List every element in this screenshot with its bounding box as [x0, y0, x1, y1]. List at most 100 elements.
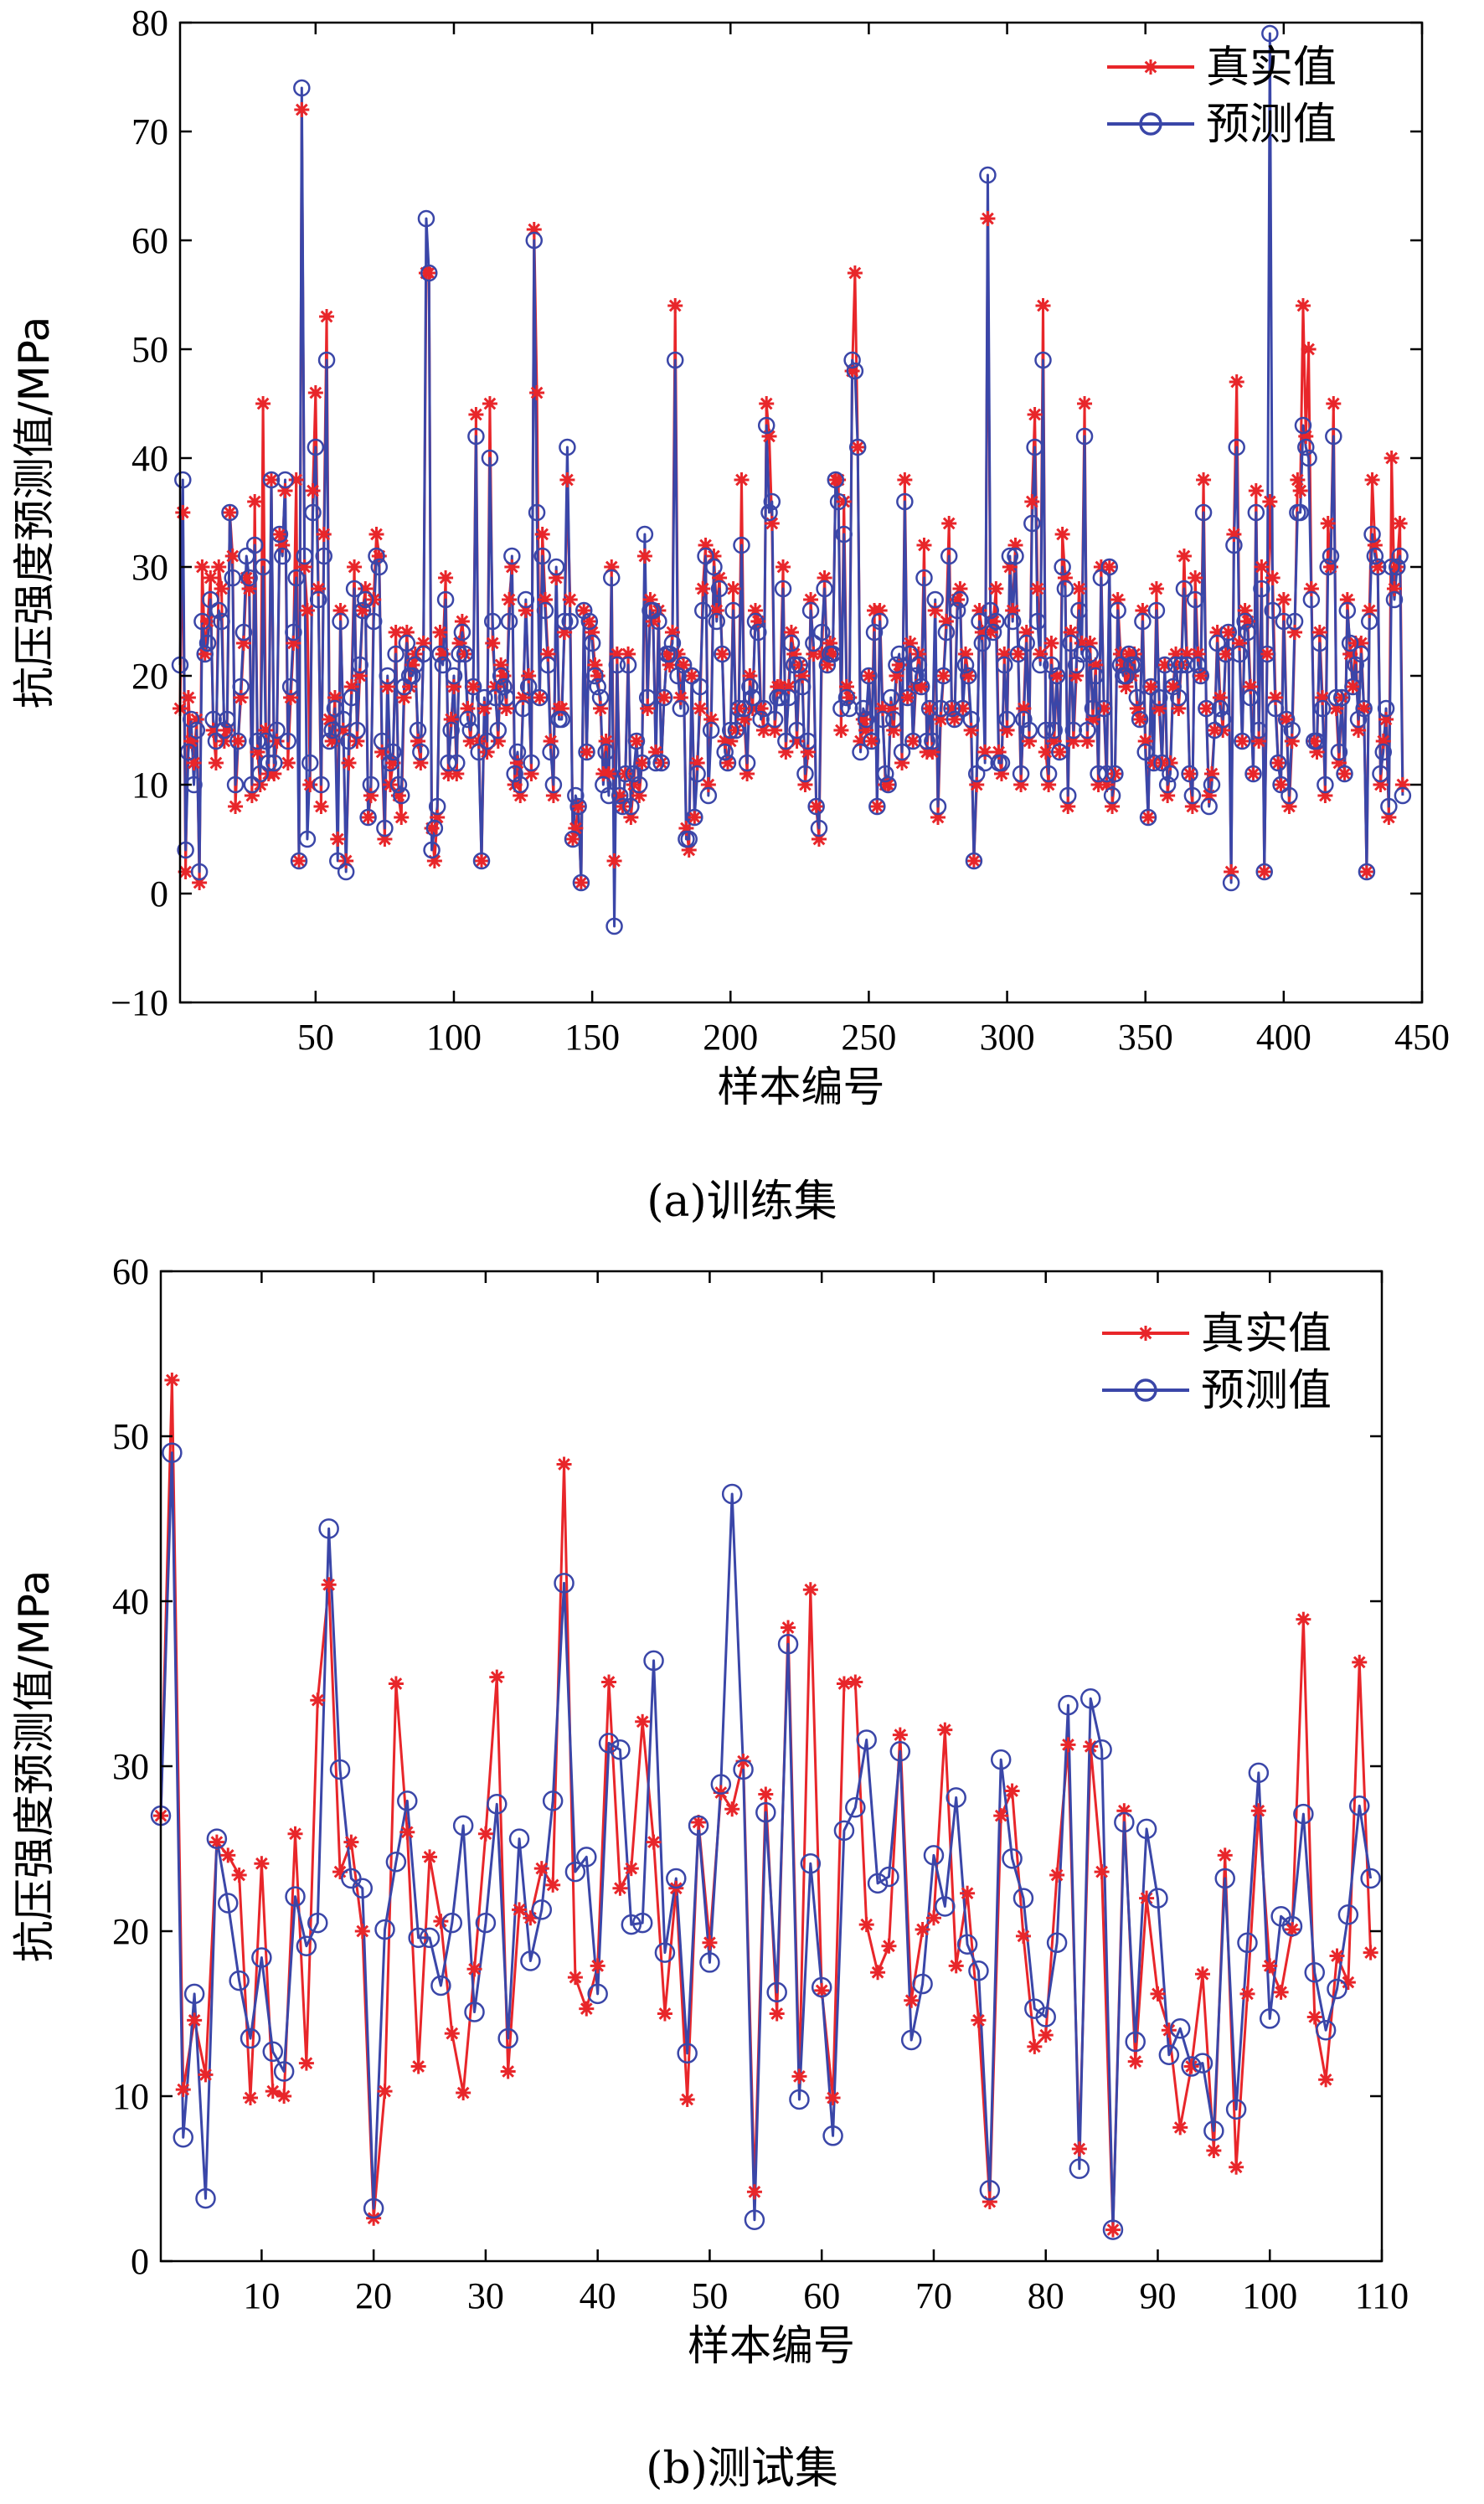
y-axis-title: 抗压强度预测值/MPa [10, 317, 59, 709]
data-point-predicted [1347, 656, 1364, 674]
data-point-predicted [912, 678, 930, 696]
data-point-predicted [1394, 786, 1412, 805]
data-point-predicted [1253, 580, 1270, 598]
data-point-predicted [1039, 765, 1058, 783]
data-point-actual [628, 734, 644, 749]
data-point-actual [1260, 647, 1275, 662]
data-point-predicted [807, 797, 825, 816]
data-point-predicted [1363, 525, 1381, 544]
data-point-predicted [918, 732, 936, 750]
data-point-predicted [317, 351, 336, 369]
data-point-predicted [1304, 1962, 1325, 1983]
data-point-predicted [363, 2197, 384, 2219]
data-point-predicted [576, 1847, 597, 1868]
data-point-predicted [307, 438, 325, 456]
data-point-predicted [262, 471, 281, 489]
data-point-predicted [1178, 656, 1196, 674]
data-point-predicted [843, 351, 861, 369]
data-point-predicted [296, 547, 313, 565]
data-point-predicted [503, 547, 521, 565]
data-point-predicted [177, 841, 194, 859]
data-point-predicted [598, 1733, 620, 1754]
data-point-predicted [633, 754, 651, 772]
data-point-actual [988, 581, 1004, 596]
data-point-predicted [198, 634, 217, 652]
data-point-actual [1256, 864, 1272, 879]
data-point-predicted [693, 601, 712, 620]
data-point-predicted [265, 754, 283, 772]
data-point-predicted [1035, 2007, 1056, 2027]
data-point-predicted [1145, 754, 1162, 772]
data-point-predicted [727, 721, 745, 739]
data-point-predicted [1214, 1868, 1235, 1889]
data-point-predicted [863, 732, 880, 750]
data-point-predicted [1194, 503, 1213, 522]
data-point-predicted [395, 678, 413, 696]
data-point-predicted [996, 656, 1013, 674]
data-point-predicted [722, 721, 739, 739]
data-point-predicted [893, 743, 911, 761]
data-point-actual [1101, 559, 1117, 574]
data-point-actual [679, 2091, 695, 2107]
data-point-predicted [1261, 24, 1279, 43]
data-point-predicted [1062, 634, 1080, 652]
data-point-actual [937, 1722, 953, 1738]
data-point-predicted [279, 732, 297, 750]
data-point-actual [869, 799, 885, 814]
data-point-predicted [1280, 786, 1298, 805]
data-point-predicted [1269, 754, 1287, 772]
data-point-actual [203, 570, 219, 585]
data-point-predicted [719, 754, 737, 772]
data-point-predicted [517, 590, 535, 609]
data-point-predicted [271, 525, 289, 544]
data-point-predicted [373, 732, 391, 750]
data-point-predicted [1206, 721, 1224, 739]
data-point-predicted [481, 449, 499, 467]
data-point-actual [993, 1808, 1009, 1824]
x-tick-label: 400 [1256, 1017, 1311, 1058]
data-point-actual [1262, 1958, 1278, 1974]
data-point-predicted [1219, 623, 1238, 641]
data-point-predicted [1164, 678, 1182, 696]
data-point-actual [410, 2058, 426, 2074]
data-point-predicted [1222, 873, 1240, 892]
data-point-predicted [420, 264, 438, 282]
data-point-actual [870, 1965, 886, 1981]
data-point-predicted [343, 688, 361, 707]
data-point-predicted [430, 1975, 451, 1997]
x-tick-label: 250 [841, 1017, 896, 1058]
data-point-actual [1306, 2009, 1322, 2025]
data-point-predicted [1162, 765, 1179, 783]
data-point-predicted [1286, 612, 1304, 631]
data-point-predicted [666, 1868, 687, 1889]
data-point-predicted [1095, 699, 1113, 718]
data-point-actual [775, 559, 791, 574]
data-point-predicted [364, 612, 383, 631]
data-point-predicted [912, 1973, 933, 1995]
data-point-predicted [1183, 786, 1202, 805]
data-point-actual [636, 549, 652, 564]
data-point-predicted [967, 765, 986, 783]
data-point-predicted [782, 634, 801, 652]
data-point-predicted [1327, 688, 1345, 707]
data-point-actual [1094, 1864, 1110, 1880]
data-point-predicted [1003, 612, 1022, 631]
data-point-actual [298, 2055, 314, 2071]
data-point-actual [343, 1834, 359, 1850]
data-point-predicted [533, 547, 551, 565]
data-point-predicted [1325, 427, 1342, 446]
data-point-predicted [1067, 656, 1085, 674]
data-point-predicted [652, 754, 670, 772]
data-point-predicted [1385, 590, 1404, 609]
data-point-actual [247, 494, 263, 509]
data-point-predicted [796, 765, 814, 783]
data-point-actual [692, 701, 708, 716]
data-point-predicted [1380, 797, 1398, 816]
data-point-actual [1239, 1986, 1255, 2002]
data-point-predicted [1181, 2056, 1202, 2077]
data-point-predicted [960, 667, 977, 685]
data-point-predicted [190, 863, 209, 881]
data-point-actual [836, 1676, 852, 1692]
data-point-predicted [326, 699, 344, 718]
data-point-predicted [528, 503, 546, 522]
